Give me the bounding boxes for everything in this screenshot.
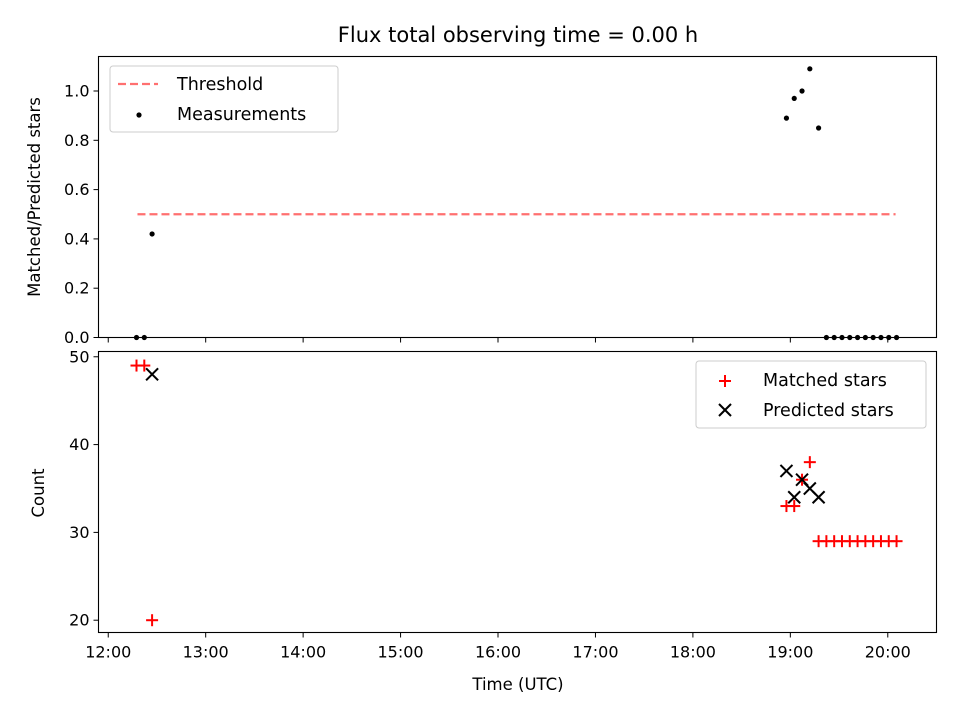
bottom-legend: Matched stars Predicted stars [695, 360, 927, 429]
legend-predicted-label: Predicted stars [763, 401, 894, 421]
y-tick-label: 50 [69, 347, 89, 366]
predicted-stars-point [787, 490, 801, 504]
predicted-stars-point [811, 490, 826, 504]
measurement-point [149, 231, 155, 237]
measurement-point [799, 88, 805, 94]
measurement-point [870, 334, 876, 341]
top-legend-box [109, 65, 339, 133]
matched-stars-point [890, 535, 903, 548]
legend-threshold-label: Threshold [176, 75, 263, 95]
x-tick-label: 19:00 [767, 643, 813, 662]
predicted-stars-point [145, 367, 159, 382]
measurement-point [791, 95, 797, 102]
measurement-point [886, 334, 892, 341]
matched-stars-point [146, 614, 159, 627]
matched-stars-point [788, 500, 801, 513]
measurement-point [783, 115, 790, 121]
top-legend: Threshold Measurements [109, 65, 339, 133]
legend-matched-label: Matched stars [763, 371, 887, 391]
legend-predicted-swatch [718, 403, 732, 417]
x-tick-label: 14:00 [280, 643, 326, 662]
y-tick-label: 0.2 [64, 279, 89, 298]
measurement-point [847, 334, 853, 341]
legend-measurements-label: Measurements [177, 105, 306, 125]
measurement-point [823, 334, 829, 341]
predicted-marker-b [145, 367, 159, 382]
measurement-point [893, 334, 900, 341]
measurement-point [854, 334, 861, 341]
bottom-plot-frame [97, 350, 938, 634]
top-panel-ratio: 0.0 0.2 0.4 0.6 0.8 1.0 Matched/Predicted sta… [25, 55, 938, 347]
predicted-marker-b [779, 464, 794, 478]
x-tick-label: 13:00 [183, 643, 229, 662]
legend-matched-swatch [719, 375, 731, 387]
bottom-panel-counts: 12:00 13:00 14:00 15:00 16:00 17:00 18:00 19:00… [29, 347, 938, 694]
measurement-point [815, 125, 822, 131]
x-tick-label: 17:00 [572, 643, 618, 662]
bottom-legend-box [695, 360, 927, 429]
chart-title: Flux total observing time = 0.00 h [338, 23, 698, 47]
predicted-marker-b [795, 472, 809, 487]
y-tick-label: 0.6 [64, 180, 89, 199]
y-tick-label: 0.0 [64, 328, 89, 347]
x-tick-label: 12:00 [85, 643, 131, 662]
measurement-point [141, 334, 147, 341]
top-y-axis-label: Matched/Predicted stars [25, 97, 44, 297]
measurement-point [839, 334, 845, 341]
x-tick-label: 15:00 [378, 643, 424, 662]
measurement-point [862, 334, 868, 341]
y-tick-label: 20 [69, 611, 89, 630]
legend-measurements-swatch [136, 112, 142, 118]
bottom-y-axis-label: Count [29, 468, 48, 518]
x-tick-label: 20:00 [865, 643, 911, 662]
predicted-marker-b [803, 481, 817, 496]
measurement-point [878, 334, 884, 341]
y-tick-label: 0.8 [64, 131, 89, 150]
measurement-point [133, 334, 140, 341]
x-tick-label: 18:00 [670, 643, 716, 662]
top-plot-frame [97, 55, 938, 339]
matched-stars-point [803, 456, 816, 469]
matched-stars-point [138, 359, 151, 372]
x-tick-label: 16:00 [475, 643, 521, 662]
measurement-point [831, 334, 837, 341]
y-tick-label: 0.4 [64, 229, 89, 248]
x-axis-label: Time (UTC) [471, 675, 563, 694]
y-tick-label: 40 [69, 435, 89, 454]
predicted-marker-b [811, 490, 826, 504]
predicted-stars-point [779, 464, 794, 478]
y-tick-label: 1.0 [64, 82, 89, 101]
measurement-point [807, 66, 813, 72]
predicted-marker-b [787, 490, 801, 504]
y-tick-label: 30 [69, 523, 89, 542]
